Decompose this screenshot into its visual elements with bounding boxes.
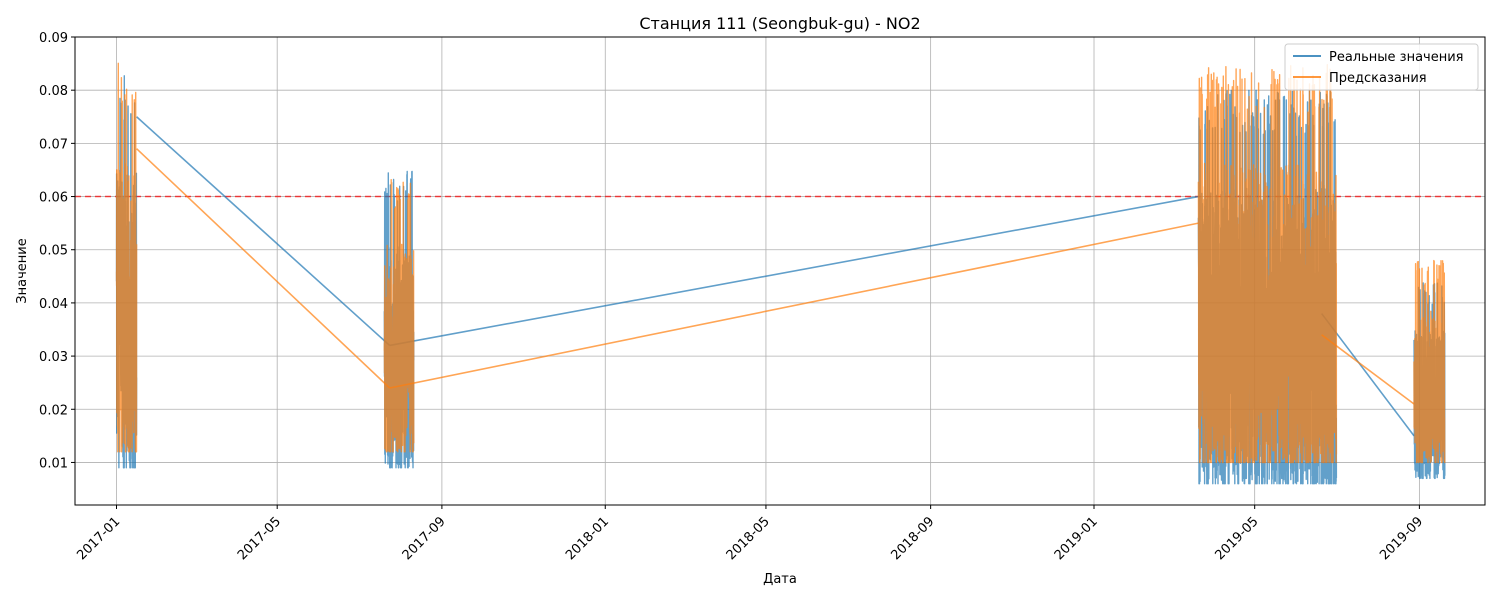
series-segment-line — [383, 179, 415, 453]
legend-box — [1284, 43, 1479, 91]
y-axis-ticks: 0.01 0.02 0.03 0.04 0.05 0.06 0.07 0.08 0.09 — [39, 31, 75, 471]
chart-title: Станция 111 (Seongbuk-gu) - NO2 — [639, 14, 920, 33]
y-tick-label: 0.01 — [39, 456, 68, 471]
series-area — [115, 62, 1446, 485]
series-bridge-line — [136, 148, 391, 389]
y-tick-label: 0.08 — [39, 84, 68, 99]
series-bridge-line — [389, 195, 1199, 347]
y-tick-label: 0.05 — [39, 244, 68, 259]
legend: Реальные значения Предсказания — [1284, 43, 1479, 91]
series-bridge-line — [389, 222, 1199, 389]
y-axis-label: Значение — [15, 238, 30, 303]
legend-label-real: Реальные значения — [1329, 50, 1464, 65]
plot-frame — [74, 36, 1486, 506]
y-tick-label: 0.03 — [39, 350, 68, 365]
y-tick-label: 0.09 — [39, 31, 68, 46]
y-tick-label: 0.04 — [39, 297, 68, 312]
y-tick-label: 0.07 — [39, 137, 68, 152]
series-segment-line — [1197, 64, 1338, 464]
y-tick-label: 0.02 — [39, 403, 68, 418]
series-bridge-line — [1320, 313, 1415, 437]
x-axis-label: Дата — [763, 572, 797, 587]
series-segment-line — [115, 62, 138, 453]
series-segment-line — [1413, 259, 1446, 464]
series-bridge-line — [136, 116, 391, 347]
y-tick-label: 0.06 — [39, 191, 68, 206]
legend-label-pred: Предсказания — [1329, 71, 1427, 86]
